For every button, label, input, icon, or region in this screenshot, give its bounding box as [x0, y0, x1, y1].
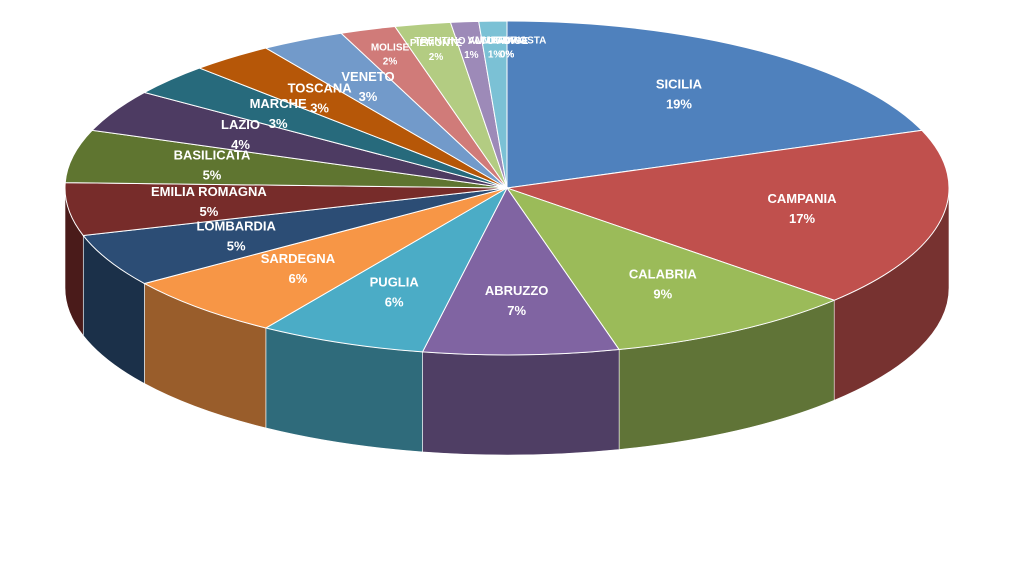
slice-label: MOLISE: [371, 43, 410, 54]
slice-value-label: 6%: [289, 271, 308, 286]
slice-label: MARCHE: [250, 96, 307, 111]
slice-value-label: 5%: [227, 239, 246, 254]
slice-label: LOMBARDIA: [196, 219, 276, 234]
slice-label: BASILICATA: [174, 148, 251, 163]
slice: [143, 187, 508, 329]
slice-value-label: 3%: [269, 116, 288, 131]
slice-value-label: 6%: [385, 295, 404, 310]
slice: [64, 129, 508, 189]
slice-label: VENETO: [341, 69, 394, 84]
slice: [264, 186, 509, 353]
slice-value-label: 4%: [231, 137, 250, 152]
slice-value-label: 0%: [500, 49, 515, 60]
slice-value-label: 1%: [464, 50, 479, 61]
slice-label: EMILIA ROMAGNA: [151, 184, 267, 199]
slice: [64, 182, 508, 237]
slice-label: PIEMONTE: [410, 38, 463, 49]
slice-value-label: 3%: [310, 101, 329, 116]
slice-label: ABRUZZO: [485, 283, 549, 298]
slice-label: LAZIO: [221, 117, 260, 132]
slice-value-label: 17%: [789, 211, 815, 226]
slice-value-label: 2%: [383, 57, 398, 68]
slice-value-label: 3%: [359, 89, 378, 104]
slice-label: PUGLIA: [370, 275, 420, 290]
slice: [505, 187, 836, 351]
slice-label: VALLE D'AOSTA: [468, 35, 547, 46]
slice: [506, 129, 950, 301]
slice-label: SARDEGNA: [261, 251, 336, 266]
slice-side: [422, 349, 620, 456]
slice: [82, 187, 508, 285]
slice-value-label: 1%: [488, 49, 503, 60]
slice-label: LIGURIA: [486, 35, 527, 46]
slice-value-label: 7%: [507, 303, 526, 318]
slice-value-label: 19%: [666, 96, 692, 111]
slice: [506, 20, 923, 189]
slice-value-label: 2%: [429, 52, 444, 63]
slice-label: SICILIA: [656, 76, 703, 91]
slice-label: UMBRIA: [475, 35, 515, 46]
slice: [421, 187, 621, 356]
slice-label: TOSCANA: [288, 81, 353, 96]
slice-label: CALABRIA: [629, 267, 697, 282]
slice-label: CAMPANIA: [767, 191, 837, 206]
slice-label: TRENTINO ALTO ADIGE: [414, 36, 528, 47]
slice-value-label: 5%: [200, 204, 219, 219]
slice-value-label: 9%: [653, 287, 672, 302]
slice-value-label: 5%: [203, 168, 222, 183]
slice-value-label: 0%: [500, 49, 515, 60]
